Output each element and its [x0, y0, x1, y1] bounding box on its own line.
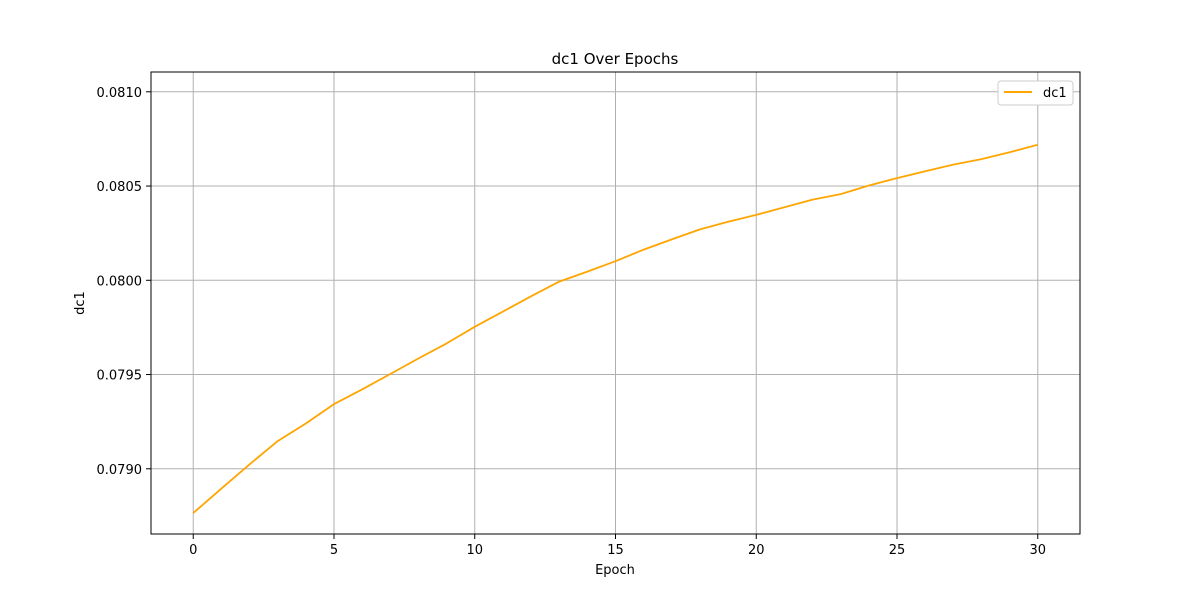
- x-tick-label: 30: [1029, 543, 1046, 558]
- x-tick-label: 0: [189, 543, 197, 558]
- x-tick-label: 25: [889, 543, 906, 558]
- x-tick-label: 20: [748, 543, 765, 558]
- y-axis-label: dc1: [73, 291, 88, 315]
- x-tick-label: 15: [607, 543, 624, 558]
- grid-lines: [151, 72, 1080, 534]
- x-axis-ticks: 0 5 10 15 20 25 30: [189, 534, 1046, 558]
- x-axis-label: Epoch: [595, 563, 635, 578]
- series-line-dc1: [192, 143, 1039, 514]
- y-axis-ticks: 0.0790 0.0795 0.0800 0.0805 0.0810: [97, 86, 151, 478]
- series-layer: [192, 143, 1039, 514]
- x-tick-label: 5: [330, 543, 338, 558]
- y-tick-label: 0.0805: [97, 180, 143, 195]
- chart-title: dc1 Over Epochs: [552, 50, 679, 68]
- x-tick-label: 10: [466, 543, 483, 558]
- y-tick-label: 0.0790: [97, 463, 143, 478]
- y-tick-label: 0.0810: [97, 86, 143, 101]
- legend-box: [997, 80, 1074, 106]
- legend: dc1: [997, 80, 1074, 106]
- legend-label: dc1: [1043, 86, 1067, 101]
- y-tick-label: 0.0800: [97, 274, 143, 289]
- y-tick-label: 0.0795: [97, 369, 143, 384]
